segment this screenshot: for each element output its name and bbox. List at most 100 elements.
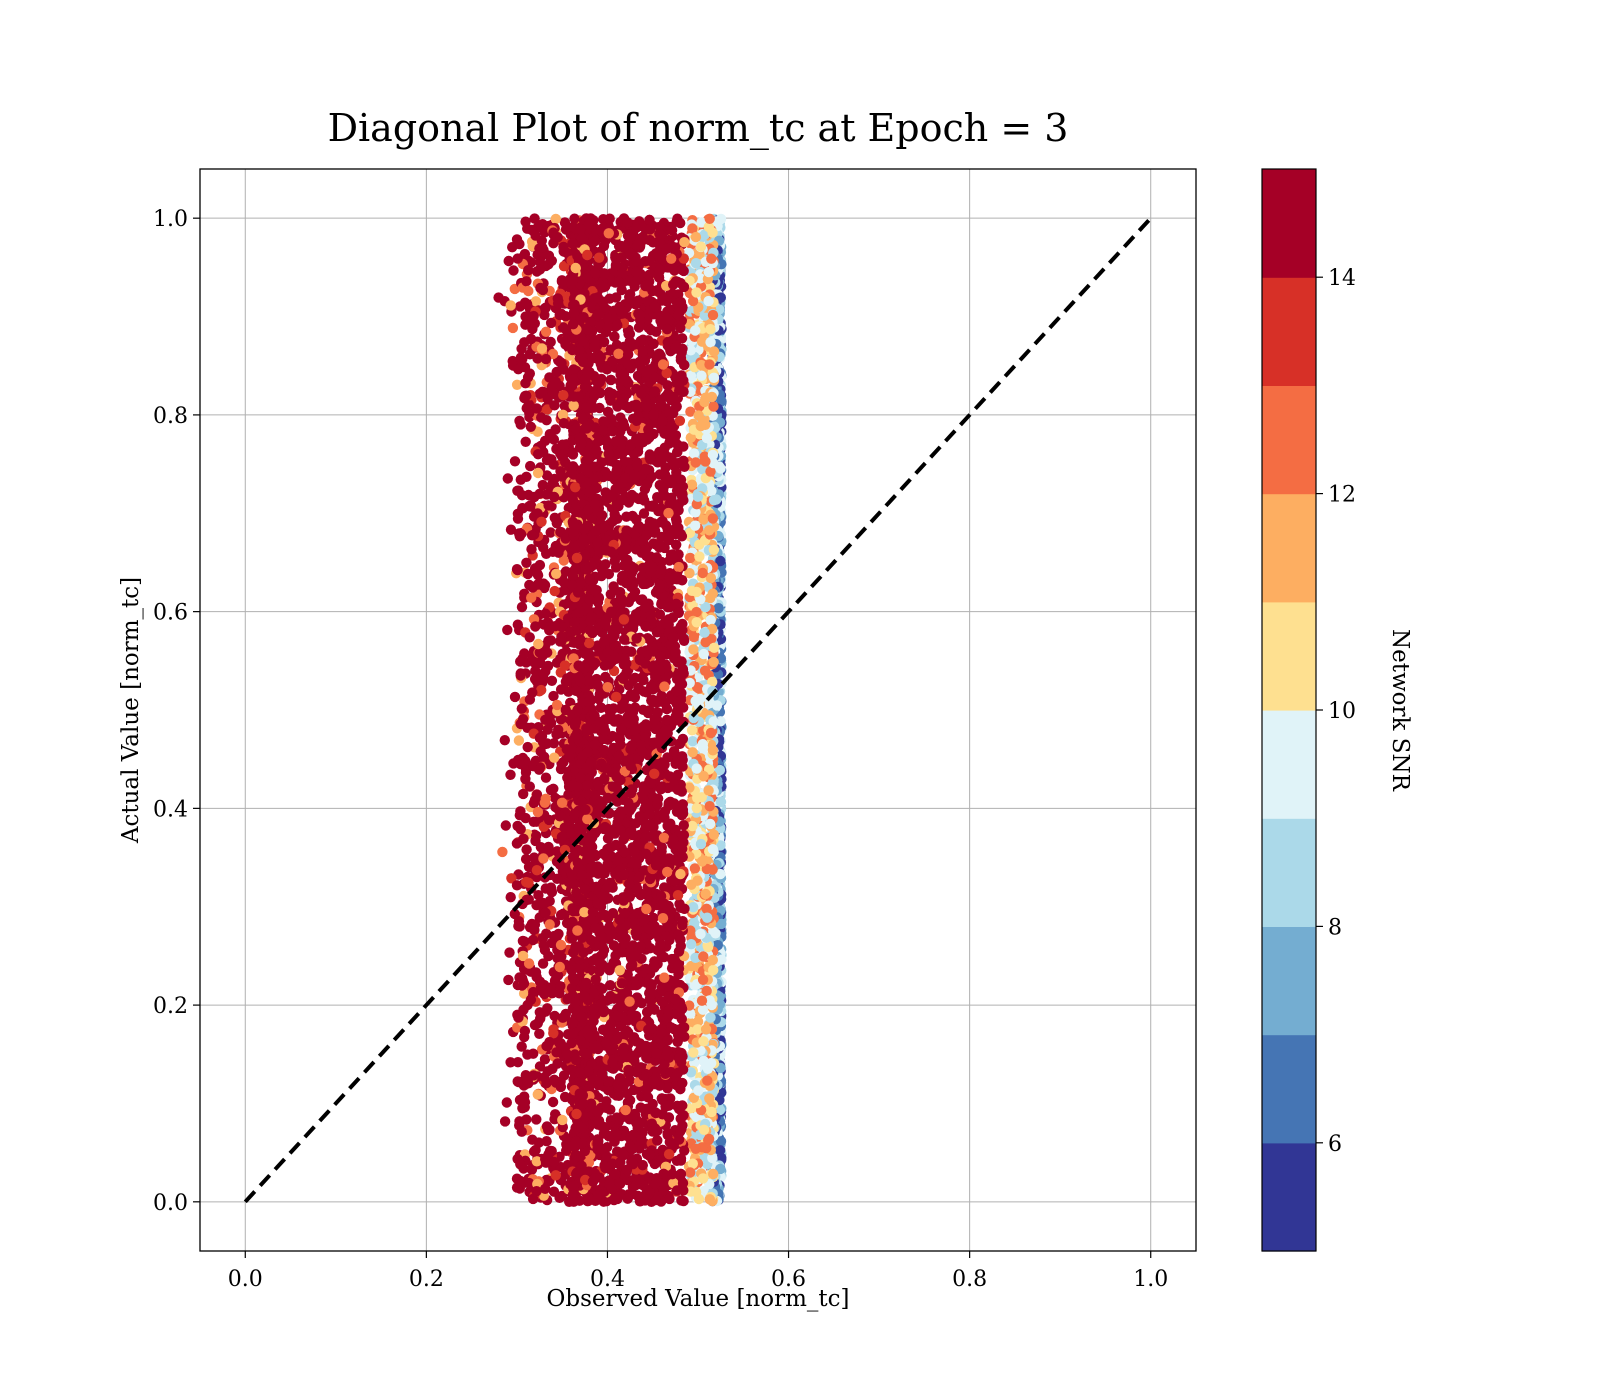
scatter-point <box>511 838 523 849</box>
scatter-point <box>532 1089 543 1100</box>
scatter-point <box>704 818 716 830</box>
scatter-point <box>698 1124 710 1136</box>
scatter-point <box>528 310 539 322</box>
scatter-point <box>515 419 526 430</box>
scatter-point <box>706 391 718 403</box>
scatter-point <box>685 406 696 417</box>
scatter-point <box>519 1097 531 1108</box>
scatter-point <box>696 995 708 1006</box>
scatter-point <box>532 449 544 460</box>
scatter-point <box>507 242 518 253</box>
scatter-point <box>695 273 706 284</box>
scatter-point <box>695 420 706 432</box>
scatter-point <box>715 1136 727 1147</box>
scatter-point <box>532 570 544 581</box>
scatter-point <box>519 1031 530 1043</box>
scatter-point <box>516 703 527 714</box>
scatter-point <box>702 912 713 923</box>
scatter-point <box>515 1159 526 1170</box>
scatter-point <box>542 738 553 749</box>
scatter-point <box>546 381 558 392</box>
scatter-point <box>550 424 561 435</box>
scatter-point <box>520 216 531 227</box>
scatter-points <box>493 213 727 1208</box>
scatter-point <box>690 507 701 518</box>
scatter-point <box>529 491 540 503</box>
scatter-point <box>694 551 705 562</box>
scatter-point <box>540 353 552 365</box>
scatter-point <box>702 941 714 953</box>
scatter-point <box>514 810 525 821</box>
scatter-point <box>695 928 706 940</box>
scatter-point <box>558 241 569 253</box>
scatter-point <box>503 255 514 267</box>
scatter-point <box>690 258 702 269</box>
scatter-point <box>534 976 546 987</box>
scatter-point <box>521 276 532 287</box>
scatter-point <box>529 852 540 863</box>
scatter-point <box>688 448 700 459</box>
scatter-point <box>521 1114 532 1125</box>
scatter-point <box>697 974 709 985</box>
scatter-point <box>706 1106 717 1118</box>
scatter-point <box>558 390 569 401</box>
scatter-point <box>687 747 698 758</box>
scatter-point <box>513 1012 524 1023</box>
scatter-point <box>509 456 521 467</box>
scatter-point <box>546 984 557 995</box>
scatter-point <box>556 358 567 369</box>
scatter-point <box>694 693 706 705</box>
scatter-point <box>556 276 568 287</box>
scatter-point <box>691 586 702 598</box>
scatter-point <box>707 844 719 855</box>
scatter-point <box>525 333 537 345</box>
scatter-point <box>704 525 715 536</box>
scatter-point <box>686 479 698 490</box>
scatter-point <box>686 725 698 736</box>
scatter-point <box>550 213 561 225</box>
scatter-point <box>698 1036 709 1047</box>
scatter-point <box>509 691 521 703</box>
scatter-point <box>502 473 513 484</box>
scatter-point <box>704 801 715 812</box>
scatter-point <box>701 432 713 444</box>
scatter-point <box>701 863 713 875</box>
scatter-point <box>545 317 557 329</box>
scatter-point <box>499 735 510 746</box>
scatter-point <box>528 1146 540 1157</box>
scatter-point <box>715 868 726 880</box>
scatter-point <box>707 745 719 756</box>
scatter-point <box>532 806 544 818</box>
scatter-point <box>515 474 526 485</box>
scatter-point <box>534 264 546 275</box>
scatter-point <box>520 773 531 785</box>
scatter-point <box>521 894 532 906</box>
scatter-point <box>705 572 717 584</box>
scatter-point <box>515 824 526 835</box>
scatter-point <box>705 614 716 626</box>
scatter-point <box>697 464 708 475</box>
scatter-point <box>705 1012 716 1023</box>
scatter-point <box>555 909 567 921</box>
scatter-point <box>540 772 552 783</box>
scatter-point <box>704 213 715 224</box>
scatter-point <box>698 514 709 525</box>
scatter-point <box>522 299 533 310</box>
scatter-point <box>547 1096 559 1108</box>
scatter-point <box>551 873 563 884</box>
scatter-point <box>511 880 523 891</box>
scatter-point <box>516 1126 527 1137</box>
scatter-point <box>534 559 546 571</box>
scatter-point <box>541 928 552 939</box>
scatter-point <box>525 460 536 472</box>
scatter-point <box>513 485 524 496</box>
scatter-point <box>527 687 538 698</box>
scatter-point <box>531 865 543 876</box>
scatter-point <box>501 1097 512 1108</box>
scatter-point <box>520 319 531 330</box>
scatter-point <box>521 557 532 568</box>
scatter-point <box>700 1024 712 1035</box>
scatter-point <box>515 1175 526 1187</box>
scatter-point <box>502 624 513 636</box>
